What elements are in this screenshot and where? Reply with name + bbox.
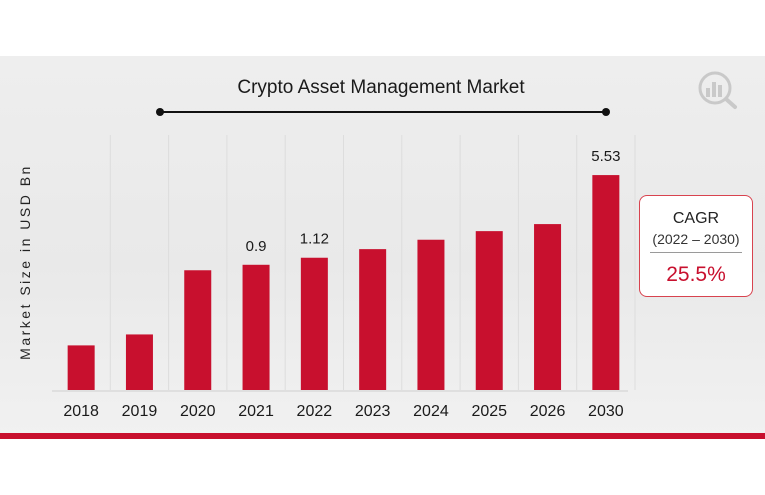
cagr-period: (2022 – 2030) [652,231,740,247]
bar-2026 [534,224,562,390]
data-label-2022: 1.12 [300,231,329,248]
x-tick-label: 2019 [122,403,158,420]
cagr-value: 25.5% [666,263,726,286]
chart-title: Crypto Asset Management Market [237,77,525,98]
data-label-2021: 0.9 [246,238,267,255]
x-tick-label: 2025 [471,403,507,420]
y-axis-label: Market Size in USD Bn [17,164,33,360]
x-tick-label: 2020 [180,403,216,420]
bar-2024 [417,239,445,390]
title-rule-right-dot [602,108,610,116]
bar-2020 [184,270,212,390]
title-rule-left-dot [156,108,164,116]
x-tick-label: 2023 [355,403,391,420]
bar-chart-magnifier-icon [698,71,737,109]
cagr-divider [650,252,742,253]
column-guides [109,135,636,390]
data-labels: 0.9 1.12 5.53 [246,148,621,255]
x-tick-label: 2022 [297,403,333,420]
cagr-callout: CAGR (2022 – 2030) 25.5% [639,195,753,297]
x-tick-label: 2021 [238,403,274,420]
x-tick-label: 2030 [588,403,624,420]
x-tick-labels: 2018 2019 2020 2021 2022 2023 2024 2025 2026 2030 [63,403,623,420]
bar-2022 [300,257,328,390]
cagr-title: CAGR [672,210,720,227]
bar-2018 [67,345,95,390]
bar-2019 [125,334,153,390]
bar-2023 [359,249,387,390]
x-tick-label: 2024 [413,403,449,420]
bar-2021 [242,264,270,390]
bar-2025 [475,231,503,390]
x-tick-label: 2018 [63,403,99,420]
bar-2030 [592,175,620,390]
bars [67,175,620,390]
x-tick-label: 2026 [530,403,566,420]
bottom-accent-bar [0,433,765,439]
data-label-2030: 5.53 [591,148,620,165]
